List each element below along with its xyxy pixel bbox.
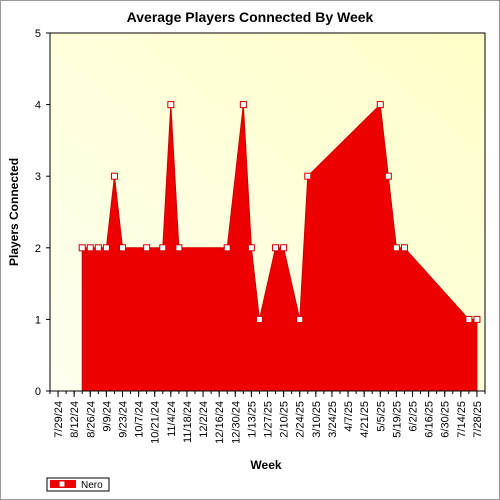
data-point-marker xyxy=(384,172,392,180)
x-tick-label: 10/21/24 xyxy=(150,401,162,444)
y-axis-ticks: 0 1 2 3 4 5 xyxy=(35,28,50,398)
chart-title: Average Players Connected By Week xyxy=(127,9,374,25)
data-point-marker xyxy=(400,244,408,252)
x-tick-label: 3/24/25 xyxy=(327,401,339,438)
y-tick-label: 4 xyxy=(35,100,41,112)
x-tick-label: 6/16/25 xyxy=(424,401,436,438)
data-point-marker xyxy=(272,244,280,252)
x-tick-label: 12/2/24 xyxy=(198,401,210,438)
x-tick-label: 7/29/24 xyxy=(53,401,65,438)
x-tick-label: 8/26/24 xyxy=(85,401,97,438)
x-tick-label: 9/9/24 xyxy=(101,401,113,432)
x-tick-label: 12/16/24 xyxy=(214,401,226,444)
y-tick-label: 2 xyxy=(35,243,41,255)
data-point-marker xyxy=(167,101,175,109)
data-point-marker xyxy=(223,244,231,252)
data-point-marker xyxy=(110,172,118,180)
x-axis-ticks: 7/29/24 8/12/24 8/26/24 9/9/24 9/23/24 10/7/2… xyxy=(49,391,486,444)
x-tick-label: 10/7/24 xyxy=(134,401,146,438)
x-tick-label: 3/10/25 xyxy=(311,401,323,438)
x-tick-label: 4/7/25 xyxy=(343,401,355,432)
data-point-marker xyxy=(465,315,473,323)
legend-marker xyxy=(58,480,66,488)
legend: Nero xyxy=(46,477,110,492)
x-tick-label: 1/27/25 xyxy=(263,401,275,438)
data-point-marker xyxy=(143,244,151,252)
x-tick-label: 8/12/24 xyxy=(69,401,81,438)
x-tick-label: 2/24/25 xyxy=(295,401,307,438)
data-point-marker xyxy=(239,101,247,109)
y-tick-label: 1 xyxy=(35,314,41,326)
x-tick-label: 2/10/25 xyxy=(279,401,291,438)
x-tick-label: 9/23/24 xyxy=(118,401,130,438)
data-point-marker xyxy=(175,244,183,252)
x-tick-label: 6/2/25 xyxy=(408,401,420,432)
data-point-marker xyxy=(255,315,263,323)
data-point-marker xyxy=(304,172,312,180)
data-point-marker xyxy=(392,244,400,252)
data-point-marker xyxy=(86,244,94,252)
y-tick-label: 0 xyxy=(35,386,41,398)
y-tick-label: 3 xyxy=(35,171,41,183)
series-marker-layer xyxy=(78,101,481,323)
data-point-marker xyxy=(119,244,126,252)
data-point-marker xyxy=(296,315,304,323)
y-axis-label: Players Connected xyxy=(7,158,21,266)
x-tick-label: 7/28/25 xyxy=(472,401,484,438)
legend-label-nero: Nero xyxy=(81,480,103,491)
data-point-marker xyxy=(376,101,384,109)
x-tick-label: 6/30/25 xyxy=(440,401,452,438)
x-tick-label: 5/5/25 xyxy=(375,401,387,432)
data-point-marker xyxy=(247,244,255,252)
data-point-marker xyxy=(280,244,288,252)
x-tick-label: 11/18/24 xyxy=(182,401,194,443)
data-point-marker xyxy=(78,244,86,252)
x-tick-label: 5/19/25 xyxy=(391,401,403,438)
x-tick-label: 1/13/25 xyxy=(246,401,258,438)
y-tick-label: 5 xyxy=(35,28,41,40)
data-point-marker xyxy=(102,244,110,252)
x-tick-label: 12/30/24 xyxy=(230,401,242,444)
x-tick-label: 7/14/25 xyxy=(456,401,468,438)
data-point-marker xyxy=(159,244,167,252)
data-point-marker xyxy=(94,244,102,252)
x-axis-label: Week xyxy=(250,458,281,472)
x-tick-label: 4/21/25 xyxy=(359,401,371,438)
data-point-marker xyxy=(473,315,481,323)
x-tick-label: 11/4/24 xyxy=(166,401,178,437)
